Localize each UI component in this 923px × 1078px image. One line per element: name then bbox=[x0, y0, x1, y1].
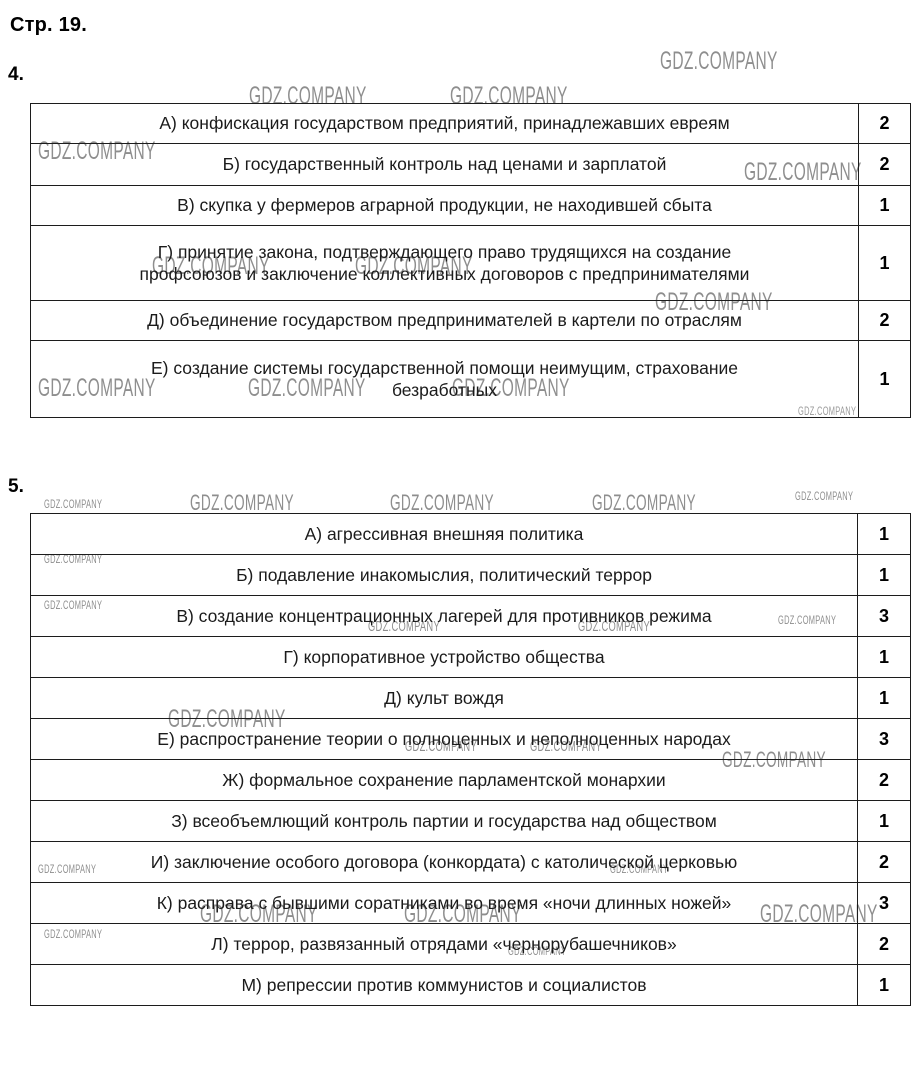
table-row: Б) государственный контроль над ценами и… bbox=[30, 143, 911, 186]
statement-cell: Г) корпоративное устройство общества bbox=[30, 636, 858, 678]
score-cell: 1 bbox=[857, 677, 911, 719]
table-row: Б) подавление инакомыслия, политический … bbox=[30, 554, 911, 596]
statement-text: Л) террор, развязанный отрядами «чернору… bbox=[211, 933, 677, 954]
watermark-label: GDZ.COMPANY bbox=[44, 497, 103, 511]
statement-cell: В) скупка у фермеров аграрной продукции,… bbox=[30, 185, 859, 226]
statement-cell: Б) подавление инакомыслия, политический … bbox=[30, 554, 858, 596]
score-cell: 1 bbox=[858, 340, 911, 418]
score-cell: 2 bbox=[857, 841, 911, 883]
page-title: Стр. 19. bbox=[10, 14, 87, 36]
score-cell: 2 bbox=[858, 143, 911, 186]
statement-cell: А) агрессивная внешняя политика bbox=[30, 513, 858, 555]
score-cell: 2 bbox=[858, 103, 911, 144]
table-row: В) скупка у фермеров аграрной продукции,… bbox=[30, 185, 911, 226]
table-row: Е) распространение теории о полноценных … bbox=[30, 718, 911, 760]
score-cell: 3 bbox=[857, 718, 911, 760]
score-cell: 2 bbox=[858, 300, 911, 341]
table-row: И) заключение особого договора (конкорда… bbox=[30, 841, 911, 883]
statement-cell: З) всеобъемлющий контроль партии и госуд… bbox=[30, 800, 858, 842]
task-5-table: А) агрессивная внешняя политика 1 Б) подав… bbox=[30, 513, 911, 1006]
statement-cell: Е) распространение теории о полноценных … bbox=[30, 718, 858, 760]
score-cell: 1 bbox=[858, 225, 911, 301]
table-row: З) всеобъемлющий контроль партии и госуд… bbox=[30, 800, 911, 842]
table-row: Е) создание системы государственной помо… bbox=[30, 340, 911, 418]
watermark-label: GDZ.COMPANY bbox=[795, 489, 854, 503]
score-cell: 1 bbox=[858, 185, 911, 226]
task-4-table: А) конфискация государством предприятий,… bbox=[30, 103, 911, 418]
statement-text: Д) культ вождя bbox=[384, 687, 504, 708]
statement-cell: И) заключение особого договора (конкорда… bbox=[30, 841, 858, 883]
task-number-4: 4. bbox=[8, 64, 24, 85]
statement-text: И) заключение особого договора (конкорда… bbox=[150, 851, 738, 872]
statement-text: Ж) формальное сохранение парламентской м… bbox=[222, 769, 666, 790]
score-cell: 1 bbox=[857, 636, 911, 678]
statement-cell: А) конфискация государством предприятий,… bbox=[30, 103, 859, 144]
statement-text: Г) принятие закона, подтверждающего прав… bbox=[139, 241, 750, 284]
table-row: Д) культ вождя 1 bbox=[30, 677, 911, 719]
statement-text: Г) корпоративное устройство общества bbox=[283, 646, 605, 667]
statement-cell: Д) культ вождя bbox=[30, 677, 858, 719]
task-number-5: 5. bbox=[8, 476, 24, 497]
statement-text: М) репрессии против коммунистов и социал… bbox=[241, 974, 647, 995]
table-row: М) репрессии против коммунистов и социал… bbox=[30, 964, 911, 1006]
score-cell: 1 bbox=[857, 513, 911, 555]
statement-cell: Г) принятие закона, подтверждающего прав… bbox=[30, 225, 859, 301]
table-row: Г) принятие закона, подтверждающего прав… bbox=[30, 225, 911, 301]
table-row: А) агрессивная внешняя политика 1 bbox=[30, 513, 911, 555]
statement-text: В) скупка у фермеров аграрной продукции,… bbox=[177, 195, 712, 216]
statement-cell: М) репрессии против коммунистов и социал… bbox=[30, 964, 858, 1006]
statement-cell: Ж) формальное сохранение парламентской м… bbox=[30, 759, 858, 801]
score-cell: 1 bbox=[857, 964, 911, 1006]
statement-text: В) создание концентрационных лагерей для… bbox=[176, 605, 712, 626]
table-row: Л) террор, развязанный отрядами «чернору… bbox=[30, 923, 911, 965]
statement-text: А) агрессивная внешняя политика bbox=[304, 523, 584, 544]
score-cell: 2 bbox=[857, 923, 911, 965]
score-cell: 1 bbox=[857, 800, 911, 842]
table-row: Ж) формальное сохранение парламентской м… bbox=[30, 759, 911, 801]
statement-cell: Л) террор, развязанный отрядами «чернору… bbox=[30, 923, 858, 965]
statement-cell: К) расправа с бывшими соратниками во вре… bbox=[30, 882, 858, 924]
statement-text: Д) объединение государством предпринимат… bbox=[147, 310, 742, 331]
statement-text: Б) подавление инакомыслия, политический … bbox=[236, 564, 652, 585]
score-cell: 1 bbox=[857, 554, 911, 596]
table-row: А) конфискация государством предприятий,… bbox=[30, 103, 911, 144]
table-row: К) расправа с бывшими соратниками во вре… bbox=[30, 882, 911, 924]
score-cell: 2 bbox=[857, 759, 911, 801]
statement-text: Е) создание системы государственной помо… bbox=[151, 357, 738, 400]
table-row: Д) объединение государством предпринимат… bbox=[30, 300, 911, 341]
score-cell: 3 bbox=[857, 595, 911, 637]
table-row: Г) корпоративное устройство общества 1 bbox=[30, 636, 911, 678]
statement-text: А) конфискация государством предприятий,… bbox=[159, 113, 730, 134]
statement-text: Б) государственный контроль над ценами и… bbox=[222, 154, 667, 175]
score-cell: 3 bbox=[857, 882, 911, 924]
statement-text: Е) распространение теории о полноценных … bbox=[157, 728, 731, 749]
statement-cell: Д) объединение государством предпринимат… bbox=[30, 300, 859, 341]
watermark-label: GDZ.COMPANY bbox=[660, 47, 778, 75]
statement-cell: В) создание концентрационных лагерей для… bbox=[30, 595, 858, 637]
statement-text: К) расправа с бывшими соратниками во вре… bbox=[156, 892, 732, 913]
statement-cell: Е) создание системы государственной помо… bbox=[30, 340, 859, 418]
table-row: В) создание концентрационных лагерей для… bbox=[30, 595, 911, 637]
statement-text: З) всеобъемлющий контроль партии и госуд… bbox=[171, 810, 717, 831]
statement-cell: Б) государственный контроль над ценами и… bbox=[30, 143, 859, 186]
